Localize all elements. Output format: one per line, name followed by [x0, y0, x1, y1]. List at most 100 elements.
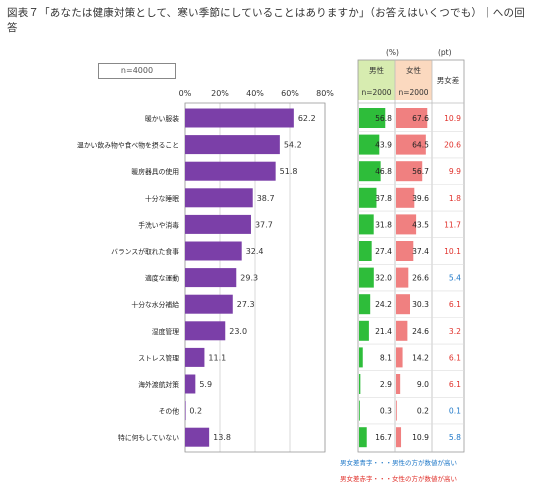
bar: [185, 135, 280, 155]
male-value: 24.2: [375, 300, 392, 309]
male-value: 27.4: [375, 247, 392, 256]
female-value: 43.5: [412, 220, 429, 229]
male-cell-bar: [359, 320, 369, 341]
diff-value: 6.1: [449, 353, 461, 362]
male-value: 31.8: [375, 220, 392, 229]
male-value: 37.8: [375, 194, 392, 203]
male-value: 21.4: [375, 327, 392, 336]
male-cell-bar: [359, 400, 360, 421]
bar-value-label: 23.0: [229, 327, 247, 336]
female-cell-bar: [396, 374, 401, 394]
diff-value: 6.1: [449, 300, 461, 309]
diff-value: 5.8: [449, 433, 461, 442]
bar-value-label: 32.4: [246, 247, 264, 256]
x-tick-label: 60%: [281, 89, 299, 98]
male-cell-bar: [359, 347, 363, 368]
bar: [185, 214, 251, 234]
female-value: 14.2: [412, 353, 429, 362]
male-cell-bar: [359, 294, 371, 315]
female-value: 56.7: [412, 167, 429, 176]
female-value: 0.2: [417, 407, 429, 416]
female-cell-bar: [396, 400, 397, 421]
male-cell-bar: [359, 267, 374, 288]
female-value: 26.6: [412, 274, 429, 283]
bar-value-label: 29.3: [240, 274, 258, 283]
percent-unit-label: (%): [386, 48, 399, 57]
female-cell-bar: [396, 320, 408, 341]
male-value: 56.8: [375, 114, 392, 123]
bar-value-label: 0.2: [189, 407, 202, 416]
sample-size-box: n=4000: [98, 63, 176, 79]
category-label: バランスが取れた食事: [111, 247, 179, 256]
x-tick-label: 40%: [246, 89, 264, 98]
bar: [185, 427, 210, 447]
category-label: 十分な睡眠: [145, 194, 179, 203]
diff-value: 10.1: [444, 247, 461, 256]
diff-value: 9.9: [449, 167, 461, 176]
bar: [185, 401, 186, 421]
female-cell-bar: [396, 214, 417, 235]
category-label: 暖かい服装: [145, 114, 179, 123]
male-cell-bar: [359, 108, 386, 128]
pt-unit-label: (pt): [438, 48, 452, 57]
male-header-label: 男性: [369, 66, 384, 75]
bar-value-label: 13.8: [213, 433, 231, 442]
female-cell-bar: [396, 294, 411, 315]
bar: [185, 321, 226, 341]
bar: [185, 108, 294, 128]
category-label: 温かい飲み物や食べ物を摂ること: [77, 141, 179, 150]
male-cell-bar: [359, 134, 380, 155]
female-cell-bar: [396, 108, 428, 128]
diff-value: 10.9: [444, 114, 461, 123]
female-header-label: 女性: [406, 66, 421, 75]
bar: [185, 374, 196, 394]
female-value: 64.5: [412, 141, 429, 150]
bar: [185, 241, 242, 261]
bar-value-label: 5.9: [199, 380, 212, 389]
legend-blue: 男女差青字・・・男性の方が数値が高い: [340, 459, 457, 467]
female-value: 9.0: [417, 380, 429, 389]
male-header: 男性 n=2000: [358, 60, 395, 100]
table-frame: [357, 59, 465, 453]
female-header: 女性 n=2000: [395, 60, 432, 100]
diff-value: 20.6: [444, 141, 461, 150]
male-value: 43.9: [375, 141, 392, 150]
female-value: 10.9: [412, 433, 429, 442]
female-cell-bar: [396, 267, 409, 288]
x-tick-label: 80%: [316, 89, 334, 98]
bar-value-label: 37.7: [255, 220, 273, 229]
female-value: 30.3: [412, 300, 429, 309]
bar: [185, 268, 237, 288]
diff-value: 11.7: [444, 220, 461, 229]
legend-red: 男女差赤字・・・女性の方が数値が高い: [340, 475, 457, 483]
chart-title: 図表７「あなたは健康対策として、寒い季節にしていることはありますか」（お答えはい…: [7, 7, 525, 34]
x-tick-label: 0%: [179, 89, 192, 98]
male-cell-bar: [359, 427, 367, 448]
category-label: 手洗いや消毒: [138, 220, 179, 229]
female-value: 67.6: [412, 114, 429, 123]
category-label: 十分な水分補給: [131, 300, 179, 309]
x-tick-label: 20%: [211, 89, 229, 98]
female-cell-bar: [396, 347, 403, 368]
category-label: その他: [159, 407, 180, 416]
bar-value-label: 27.3: [237, 300, 255, 309]
female-header-n: n=2000: [398, 88, 429, 97]
bar-value-label: 38.7: [257, 194, 275, 203]
bar-value-label: 62.2: [298, 114, 316, 123]
bar-value-label: 11.1: [208, 353, 226, 362]
female-value: 39.6: [412, 194, 429, 203]
male-cell-bar: [359, 214, 374, 235]
bar-value-label: 54.2: [284, 141, 302, 150]
female-cell-bar: [396, 161, 423, 182]
category-label: 海外渡航対策: [138, 380, 179, 389]
diff-value: 5.4: [449, 274, 461, 283]
male-cell-bar: [359, 187, 377, 208]
diff-value: 6.1: [449, 380, 461, 389]
male-value: 32.0: [375, 274, 392, 283]
male-value: 8.1: [380, 353, 392, 362]
female-value: 37.4: [412, 247, 429, 256]
category-label: 湿度管理: [152, 327, 179, 336]
female-cell-bar: [396, 427, 402, 448]
category-label: ストレス管理: [138, 353, 179, 362]
